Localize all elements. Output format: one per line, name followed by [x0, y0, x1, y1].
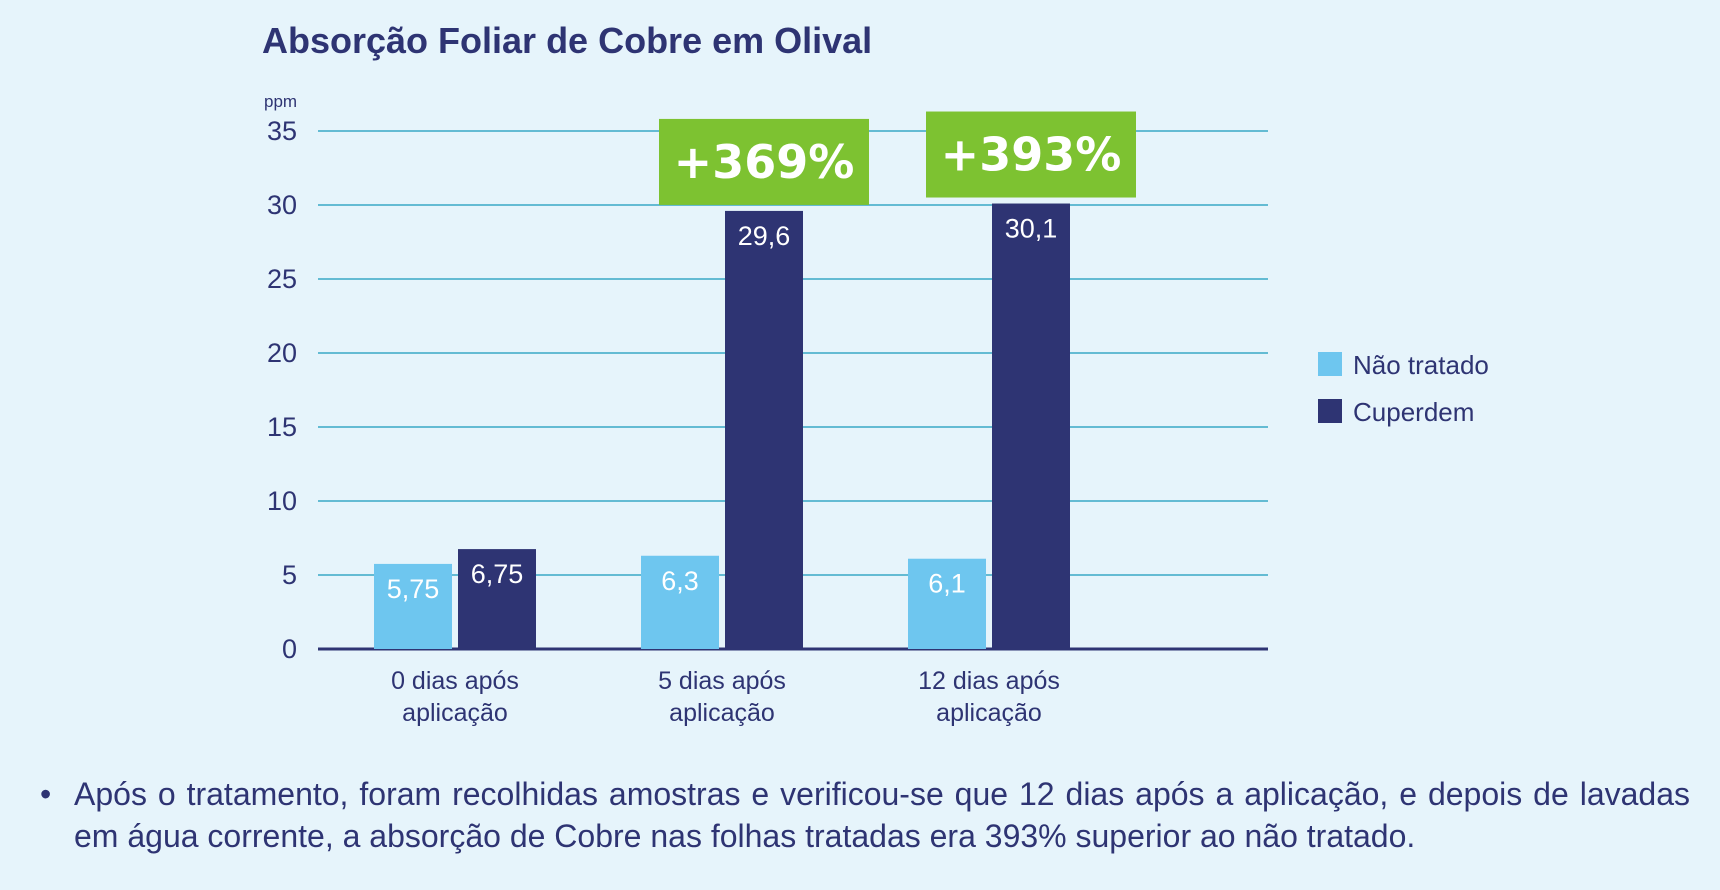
increase-badge	[659, 118, 869, 205]
bullet: •	[40, 776, 52, 812]
data-label: 6,1	[928, 569, 966, 599]
bars: 5,75 6,75 6,3 29,6 6,1 30,1	[374, 203, 1070, 650]
increase-badge-text: +369%	[674, 135, 855, 189]
legend-label: Cuperdem	[1353, 397, 1474, 427]
x-tick-label: aplicação	[936, 699, 1042, 727]
y-tick-label: 15	[267, 412, 297, 442]
y-tick-label: 0	[282, 634, 297, 664]
data-label: 6,75	[471, 559, 524, 589]
y-tick-label: 25	[267, 264, 297, 294]
y-tick-label: 20	[267, 338, 297, 368]
data-label: 30,1	[1005, 214, 1058, 244]
bar-cuperdem	[725, 210, 803, 650]
y-unit-label: ppm	[264, 92, 297, 111]
x-tick-label: 12 dias após	[918, 667, 1060, 695]
x-tick-label: aplicação	[669, 699, 775, 727]
bar-cuperdem	[458, 549, 536, 649]
x-axis: 0 dias após aplicação 5 dias após aplicação…	[391, 667, 1060, 727]
y-axis: 0 5 10 15 20 25 30 35 ppm	[264, 92, 1268, 664]
x-tick-label: 0 dias após	[391, 667, 519, 695]
data-label: 5,75	[387, 574, 440, 604]
x-tick-label: 5 dias após	[658, 667, 786, 695]
bar-nao-tratado	[374, 563, 452, 649]
increase-badge-text: +393%	[941, 128, 1122, 182]
legend-swatch	[1318, 399, 1342, 423]
y-tick-label: 30	[267, 190, 297, 220]
legend-label: Não tratado	[1353, 350, 1489, 380]
y-tick-label: 5	[282, 560, 297, 590]
y-tick-label: 35	[267, 116, 297, 146]
footnote-text: Após o tratamento, foram recolhidas amos…	[74, 776, 1690, 854]
chart-title: Absorção Foliar de Cobre em Olival	[262, 20, 873, 61]
bar-nao-tratado	[641, 555, 719, 649]
y-tick-label: 10	[267, 486, 297, 516]
legend: Não tratado Cuperdem	[1318, 350, 1489, 427]
bar-chart: 0 5 10 15 20 25 30 35 ppm 5,75 6,75 6,3 29,6 6,1 30,1…	[264, 92, 1489, 727]
footnote: • Após o tratamento, foram recolhidas am…	[40, 773, 1690, 857]
data-label: 6,3	[661, 566, 699, 596]
increase-badge	[926, 111, 1136, 198]
bar-nao-tratado	[908, 558, 986, 649]
annotations: +369% +393%	[659, 111, 1136, 205]
bar-cuperdem	[992, 203, 1070, 649]
data-label: 29,6	[738, 221, 791, 251]
x-tick-label: aplicação	[402, 699, 508, 727]
legend-swatch	[1318, 352, 1342, 376]
